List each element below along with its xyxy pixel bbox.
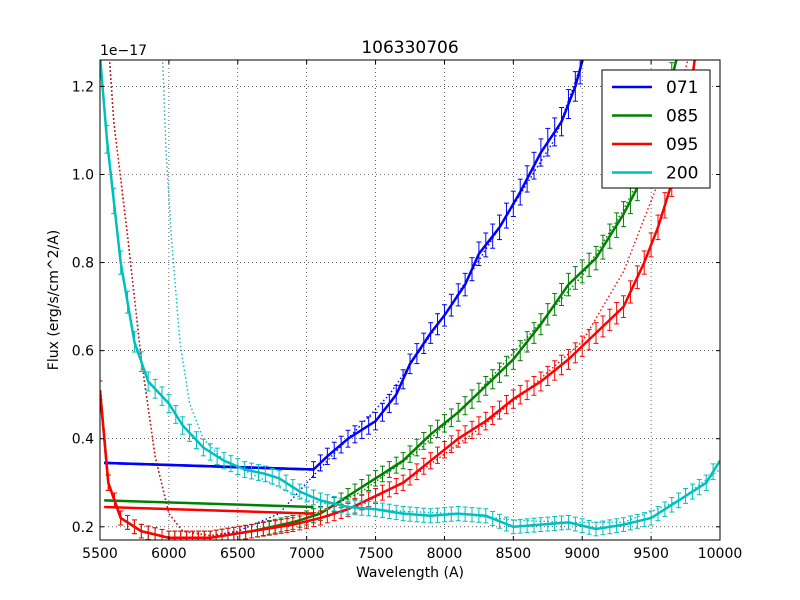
legend-label-095: 095 [666, 135, 698, 155]
legend: 071 085 095 200 [601, 69, 711, 189]
model-curves [108, 60, 720, 537]
plot-area [100, 60, 720, 540]
y-offset-label: 1e−17 [100, 43, 147, 59]
x-tick-label: 6500 [220, 546, 256, 562]
plot-frame [99, 59, 721, 541]
y-tick-label: 1.0 [72, 167, 94, 183]
x-tick-label: 9000 [564, 546, 600, 562]
x-tick-label: 9500 [633, 546, 669, 562]
chart-title: 106330706 [361, 38, 458, 58]
y-axis-label: Flux (erg/s/cm^2/A) [46, 230, 62, 370]
connector-segment [104, 499, 314, 509]
tick-labels: 5500 6000 6500 7000 7500 8000 8500 9000 9500 1000… [72, 79, 743, 562]
legend-box [601, 69, 711, 189]
x-tick-label: 8000 [427, 546, 463, 562]
series-lines [100, 60, 720, 540]
y-tick-label: 1.2 [72, 79, 94, 95]
y-tick-label: 0.4 [72, 432, 94, 448]
x-tick-label: 10000 [698, 546, 743, 562]
legend-label-085: 085 [666, 107, 698, 127]
x-axis-label: Wavelength (A) [356, 565, 464, 581]
legend-label-200: 200 [666, 164, 698, 184]
y-tick-label: 0.8 [72, 256, 94, 272]
x-tick-label: 5500 [82, 546, 118, 562]
x-tick-label: 6000 [151, 546, 187, 562]
x-tick-label: 8500 [496, 546, 532, 562]
y-tick-label: 0.2 [72, 520, 94, 536]
x-tick-label: 7000 [289, 546, 325, 562]
series-200 [100, 60, 720, 537]
y-tick-label: 0.6 [72, 344, 94, 360]
x-tick-label: 7500 [358, 546, 394, 562]
legend-label-071: 071 [666, 78, 698, 98]
series-071 [104, 60, 584, 478]
axis-ticks [99, 60, 721, 540]
connector-segment [104, 505, 314, 515]
